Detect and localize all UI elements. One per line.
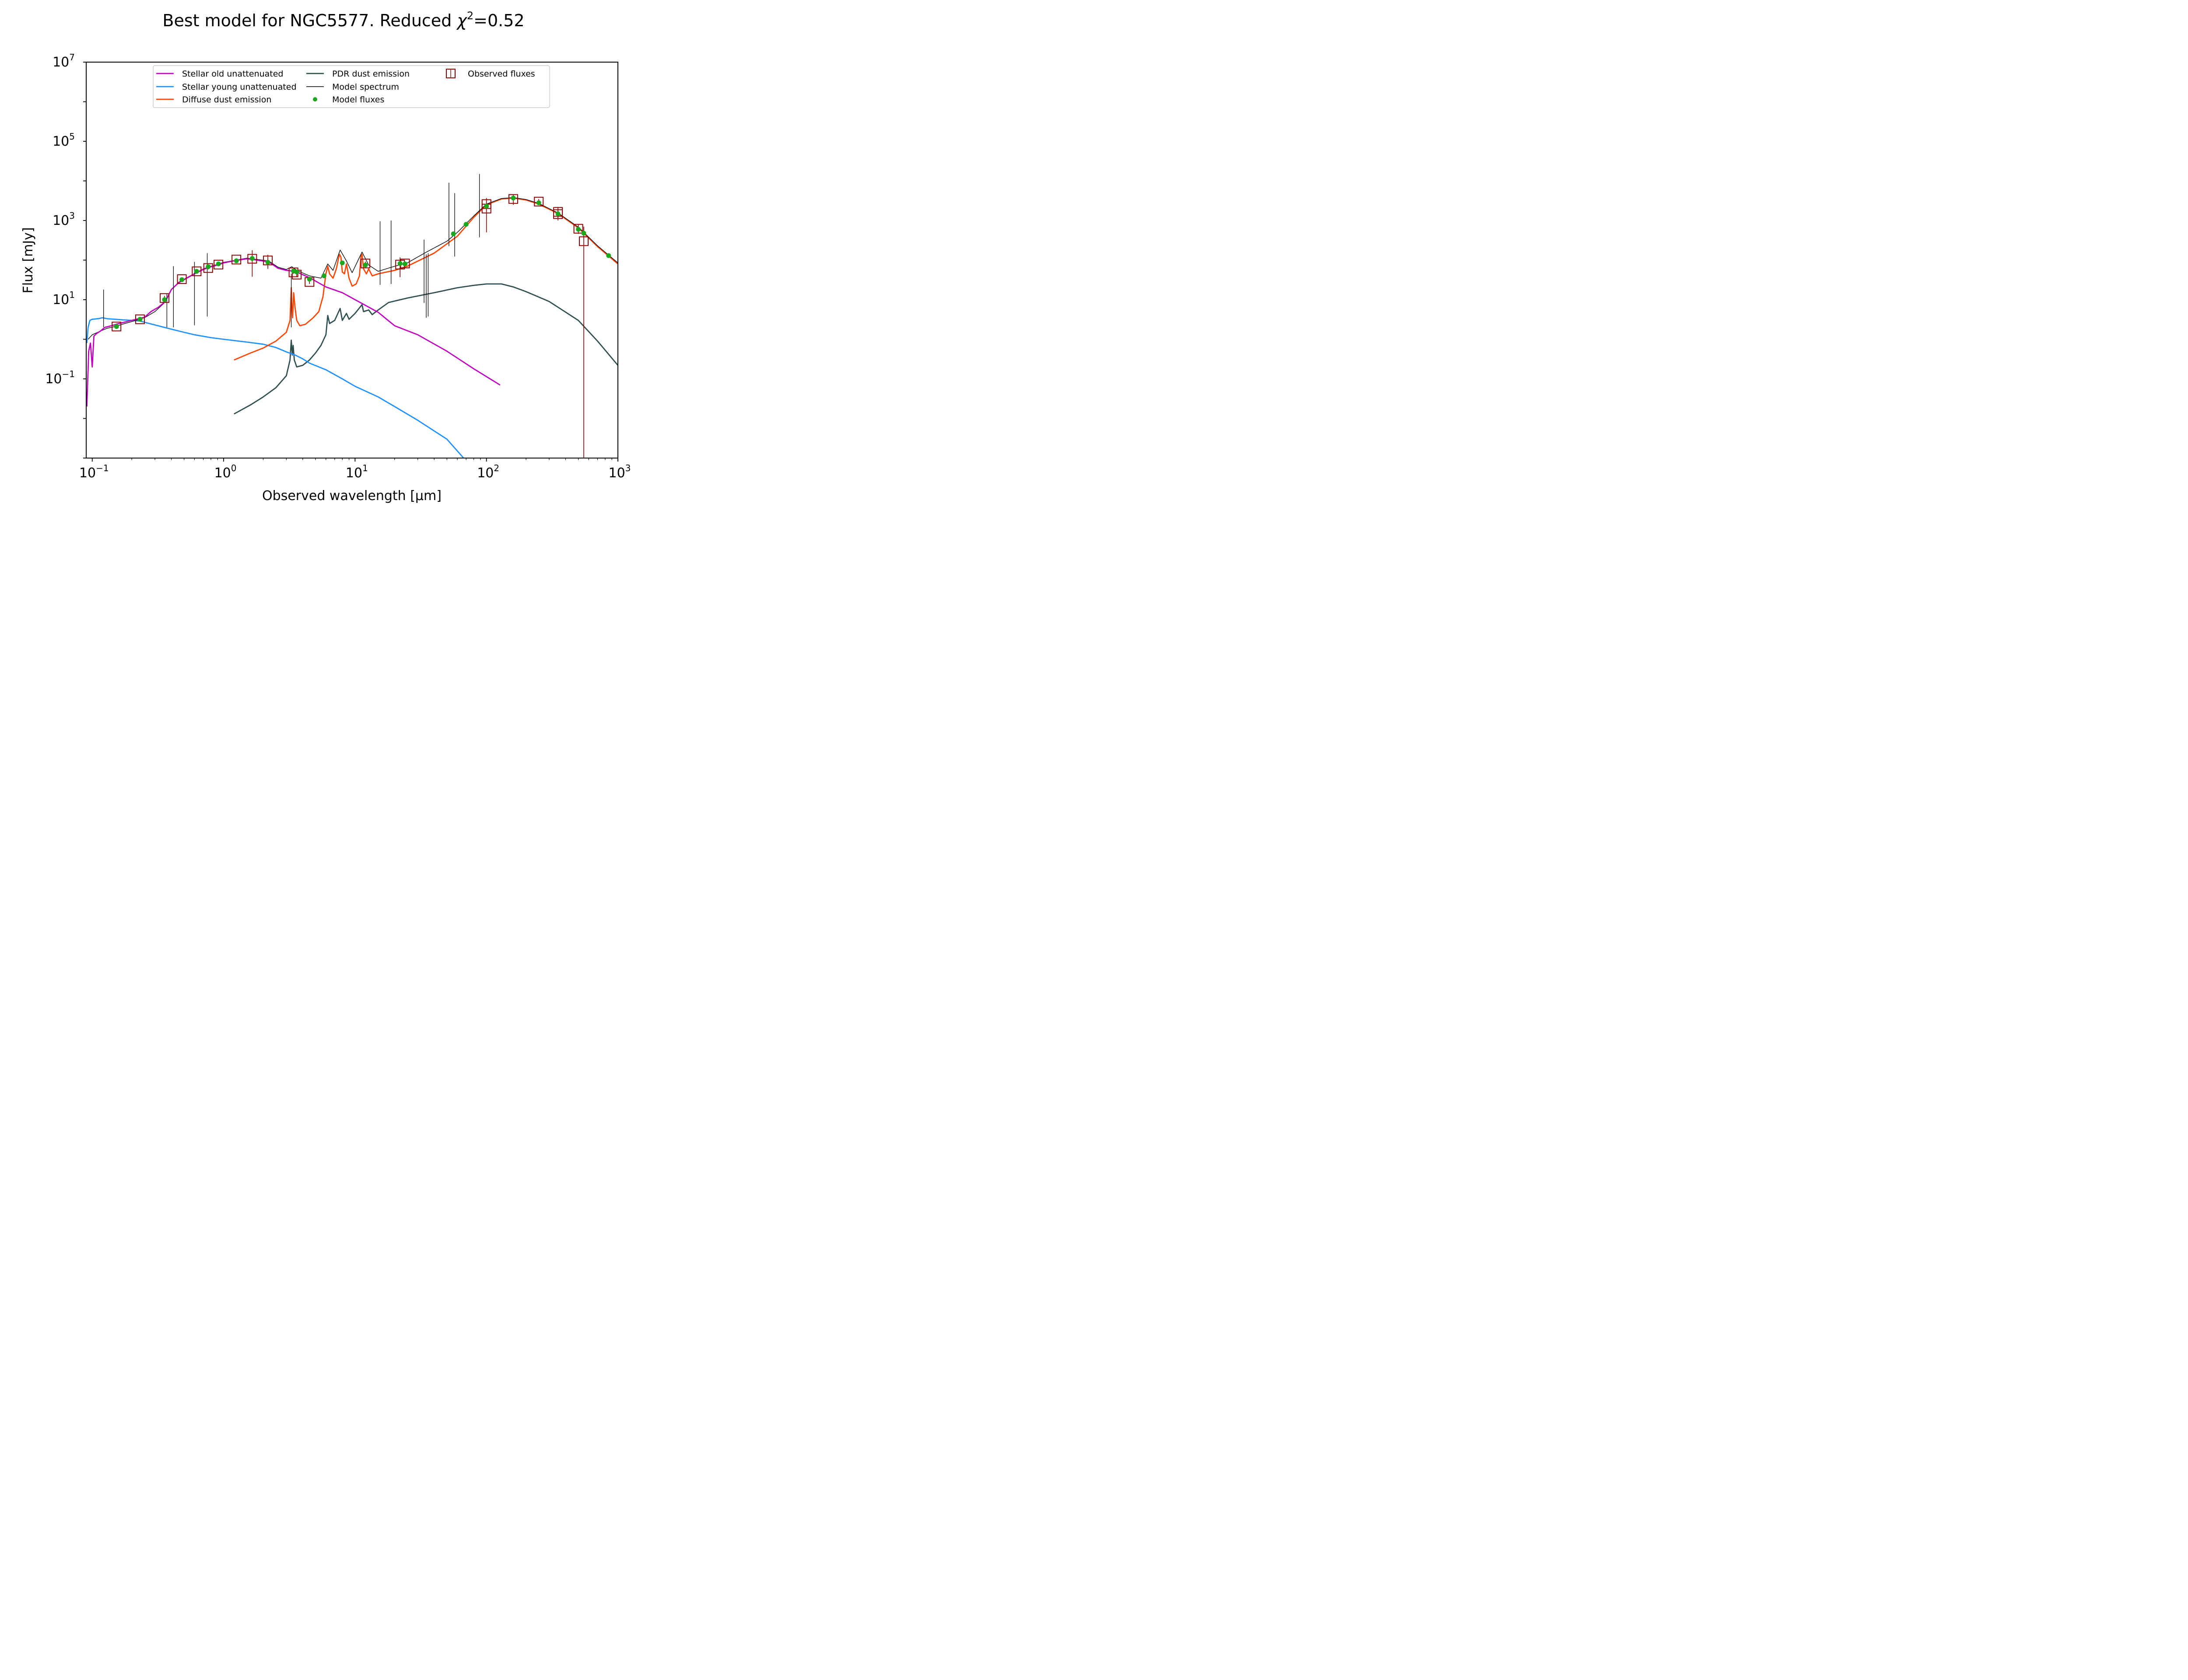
x-axis-ticks: 10−1 100 101 102 103 <box>79 458 631 481</box>
observed-flux-marker <box>263 256 273 266</box>
model-flux-point <box>114 324 119 329</box>
model-flux-point <box>606 253 611 258</box>
legend-swatch-model-fluxes <box>313 97 317 102</box>
observed-flux-marker <box>508 194 518 204</box>
model-flux-point <box>363 262 368 268</box>
model-flux-point <box>581 231 586 236</box>
y-axis-label: Flux [mJy] <box>21 227 36 293</box>
model-flux-point <box>294 270 299 275</box>
chart-title-suffix: =0.52 <box>473 11 524 30</box>
sed-chart: Best model for NGC5577. Reduced χ2=0.52 … <box>0 0 686 514</box>
observed-flux-marker <box>177 274 187 284</box>
observed-flux-marker <box>553 209 563 219</box>
model-flux-point <box>536 200 541 206</box>
y-tick-label: 103 <box>53 210 75 228</box>
series-line-diffuse-dust <box>234 197 618 361</box>
model-flux-point <box>511 196 516 201</box>
x-tick-label: 103 <box>609 463 631 481</box>
chart-title-prefix: Best model for NGC5577. Reduced <box>162 11 457 30</box>
x-tick-label: 100 <box>214 463 237 481</box>
legend-label: Stellar old unattenuated <box>182 69 284 79</box>
observed-flux-marker <box>192 266 202 276</box>
model-flux-point <box>249 256 255 261</box>
observed-flux-marker <box>231 255 242 265</box>
model-flux-point <box>162 297 167 302</box>
legend-label: PDR dust emission <box>332 69 410 79</box>
legend-label: Model spectrum <box>332 82 399 92</box>
model-flux-point <box>484 203 489 209</box>
model-flux-point <box>137 317 143 322</box>
y-tick-label: 101 <box>53 290 75 308</box>
model-flux-point <box>397 261 403 266</box>
observed-flux-marker <box>573 224 583 234</box>
observed-flux-marker <box>112 322 122 332</box>
y-axis-ticks: 10−1 101 103 105 107 <box>45 52 86 458</box>
x-tick-label: 101 <box>346 463 368 481</box>
model-flux-point <box>340 260 345 266</box>
model-flux-point <box>555 211 561 217</box>
observed-flux-marker <box>203 263 213 273</box>
model-flux-point <box>194 269 199 274</box>
series-line-pdr-dust <box>234 283 618 415</box>
observed-flux-marker <box>579 236 589 246</box>
model-flux-point <box>265 260 270 265</box>
series-line-stellar-young <box>86 317 464 458</box>
observed-flux-marker <box>534 196 544 206</box>
observed-flux-marker <box>135 314 145 324</box>
y-tick-label: 105 <box>53 131 75 149</box>
model-flux-point <box>403 261 408 266</box>
x-tick-label: 102 <box>477 463 499 481</box>
model-flux-point <box>451 231 456 237</box>
y-tick-label: 10−1 <box>45 369 75 387</box>
model-flux-point <box>216 261 221 266</box>
observed-flux-marker <box>214 259 224 270</box>
chart-title-chi: χ <box>456 11 467 30</box>
model-flux-point <box>463 222 469 227</box>
observed-flux-marker <box>159 293 169 303</box>
x-axis-label: Observed wavelength [μm] <box>262 488 442 504</box>
legend-label: Diffuse dust emission <box>182 95 271 105</box>
model-flux-point <box>307 276 312 282</box>
series-line-model-spectrum <box>88 197 618 340</box>
chart-title-sup: 2 <box>467 10 473 22</box>
model-flux-point <box>234 258 239 263</box>
y-tick-label: 107 <box>53 52 75 70</box>
observed-flux-marker <box>247 254 257 264</box>
observed-flux-marker <box>361 259 371 269</box>
legend-label: Observed fluxes <box>468 69 535 79</box>
legend: Stellar old unattenuated Stellar young un… <box>153 65 550 108</box>
model-flux-point <box>576 227 581 232</box>
model-flux-point <box>321 273 326 279</box>
model-flux-point <box>179 277 185 282</box>
legend-label: Stellar young unattenuated <box>182 82 297 92</box>
legend-label: Model fluxes <box>332 95 384 105</box>
x-tick-label: 10−1 <box>79 463 109 481</box>
plot-points <box>112 194 611 458</box>
chart-title: Best model for NGC5577. Reduced χ2=0.52 <box>162 10 524 30</box>
model-flux-point <box>206 264 211 270</box>
